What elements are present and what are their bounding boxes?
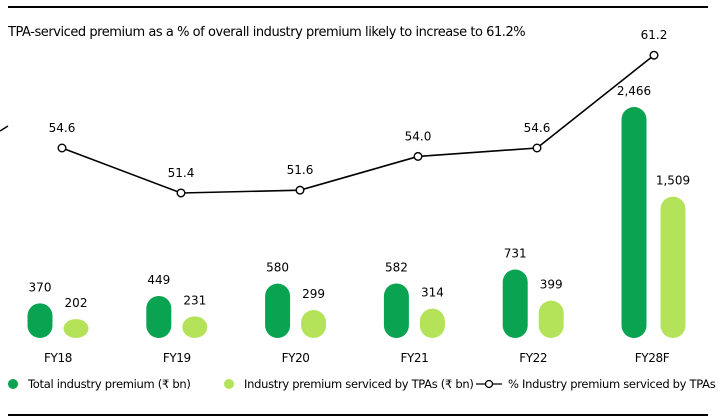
data-label-total: 370 bbox=[29, 280, 52, 294]
line-point bbox=[57, 143, 67, 153]
data-label-percent: 51.4 bbox=[168, 166, 195, 180]
data-label-tpa: 299 bbox=[302, 287, 325, 301]
legend: Total industry premium (₹ bn) Industry p… bbox=[8, 377, 716, 397]
data-label-tpa: 202 bbox=[65, 296, 88, 310]
data-label-tpa: 399 bbox=[540, 278, 563, 292]
bar-tpa-premium bbox=[63, 319, 89, 338]
data-label-percent: 54.6 bbox=[49, 121, 76, 135]
bar-total-premium bbox=[621, 107, 647, 338]
bottom-rule bbox=[8, 414, 708, 416]
bar-total-premium bbox=[265, 283, 291, 338]
bar-total-premium bbox=[146, 295, 172, 338]
legend-item-tpa: Industry premium serviced by TPAs (₹ bn) bbox=[224, 377, 474, 391]
line-point bbox=[413, 151, 423, 161]
bar-tpa-premium bbox=[538, 300, 564, 338]
legend-item-total: Total industry premium (₹ bn) bbox=[8, 377, 191, 391]
line-percent-serviced bbox=[61, 54, 655, 194]
bar-tpa-premium bbox=[660, 196, 686, 338]
x-tick-label: FY22 bbox=[519, 351, 547, 365]
data-label-total: 731 bbox=[504, 247, 527, 261]
x-tick-label: FY28F bbox=[635, 351, 670, 365]
legend-label-total: Total industry premium (₹ bn) bbox=[28, 377, 191, 391]
x-tick-label: FY19 bbox=[163, 351, 191, 365]
bar-tpa-premium bbox=[419, 308, 445, 338]
data-label-total: 582 bbox=[385, 260, 408, 274]
bar-tpa-premium bbox=[182, 316, 208, 338]
x-tick-label: FY20 bbox=[282, 351, 310, 365]
chart-title: TPA-serviced premium as a % of overall i… bbox=[8, 25, 526, 40]
legend-label-tpa: Industry premium serviced by TPAs (₹ bn) bbox=[244, 377, 474, 391]
data-label-percent: 51.6 bbox=[287, 163, 314, 177]
data-label-tpa: 314 bbox=[421, 286, 444, 300]
data-label-tpa: 1,509 bbox=[656, 174, 690, 188]
data-label-total: 580 bbox=[266, 261, 289, 275]
data-label-percent: 54.6 bbox=[524, 121, 551, 135]
line-point bbox=[176, 188, 186, 198]
labels-group: 370 202 FY18 449 231 FY19 580 299 FY20 582 314 FY21… bbox=[29, 28, 691, 365]
legend-swatch-line-icon bbox=[476, 379, 502, 389]
data-label-percent: 61.2 bbox=[641, 28, 668, 42]
bar-tpa-premium bbox=[301, 309, 327, 338]
x-tick-label: FY18 bbox=[44, 351, 72, 365]
legend-swatch-tpa bbox=[224, 379, 234, 389]
bar-total-premium bbox=[502, 269, 528, 338]
data-label-total: 2,466 bbox=[617, 84, 651, 98]
top-rule bbox=[8, 6, 708, 8]
legend-label-percent: % Industry premium serviced by TPAs bbox=[508, 377, 716, 391]
line-stub bbox=[0, 125, 9, 132]
x-tick-label: FY21 bbox=[400, 351, 428, 365]
data-label-tpa: 231 bbox=[183, 293, 206, 307]
bars-group bbox=[27, 107, 686, 338]
line-point bbox=[532, 143, 542, 153]
line-point bbox=[295, 185, 305, 195]
line-point bbox=[649, 50, 659, 60]
legend-item-percent: % Industry premium serviced by TPAs bbox=[476, 377, 716, 391]
data-label-total: 449 bbox=[147, 273, 170, 287]
legend-swatch-total bbox=[8, 379, 18, 389]
bar-total-premium bbox=[383, 283, 409, 338]
data-label-percent: 54.0 bbox=[405, 129, 432, 143]
line-series-group bbox=[57, 50, 659, 198]
bar-total-premium bbox=[27, 303, 53, 338]
